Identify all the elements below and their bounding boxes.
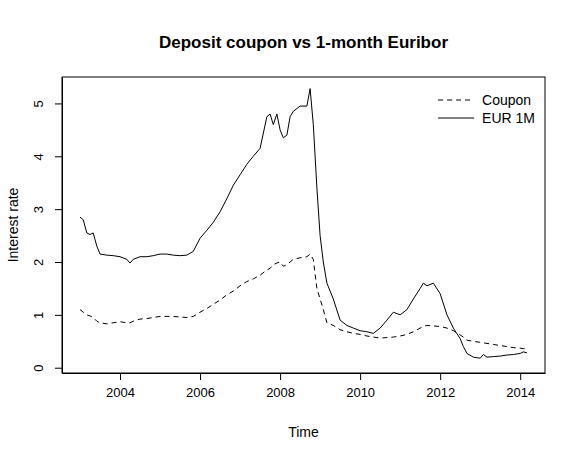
y-tick-label: 5	[31, 100, 46, 107]
x-tick-label: 2014	[506, 385, 535, 400]
plot-area	[80, 89, 527, 359]
x-tick-mark	[200, 373, 201, 380]
y-tick-mark	[55, 262, 62, 263]
x-axis: 2004 2006 2008 2010 2012 2014	[63, 373, 546, 400]
y-tick-label: 3	[31, 206, 46, 213]
y-tick: 5	[31, 100, 62, 107]
y-tick-label: 2	[31, 259, 46, 266]
x-tick: 2004	[106, 373, 135, 400]
y-tick-label: 4	[31, 153, 46, 160]
y-tick-mark	[55, 156, 62, 157]
y-tick: 4	[31, 153, 62, 160]
x-tick-label: 2008	[266, 385, 295, 400]
x-tick: 2014	[506, 373, 535, 400]
legend-label: Coupon	[482, 92, 531, 108]
y-tick-mark	[55, 209, 62, 210]
chart: 2004 2006 2008 2010 2012 2014 0 1 2 3 4 5 Coupon EUR …	[0, 0, 585, 464]
x-tick-mark	[360, 373, 361, 380]
x-tick: 2012	[426, 373, 455, 400]
y-axis: 0 1 2 3 4 5	[31, 78, 63, 374]
y-tick: 2	[31, 259, 62, 266]
series-line	[80, 254, 527, 349]
legend-label: EUR 1M	[482, 110, 535, 126]
x-tick-label: 2012	[426, 385, 455, 400]
y-tick: 0	[31, 365, 62, 372]
x-tick-mark	[440, 373, 441, 380]
x-tick-label: 2004	[106, 385, 135, 400]
plot-frame	[62, 77, 545, 373]
legend: Coupon EUR 1M	[438, 92, 535, 126]
series-line	[80, 89, 527, 359]
legend-swatch	[438, 118, 474, 119]
y-tick-mark	[55, 103, 62, 104]
y-tick: 3	[31, 206, 62, 213]
y-axis-title: Interest rate	[5, 187, 21, 262]
y-tick-mark	[55, 368, 62, 369]
x-tick: 2006	[186, 373, 215, 400]
x-tick-label: 2006	[186, 385, 215, 400]
y-tick: 1	[31, 312, 62, 319]
x-tick-mark	[280, 373, 281, 380]
y-tick-label: 0	[31, 365, 46, 372]
x-tick-mark	[120, 373, 121, 380]
y-tick-label: 1	[31, 312, 46, 319]
x-tick-mark	[520, 373, 521, 380]
legend-swatch	[438, 100, 474, 101]
x-tick-label: 2010	[346, 385, 375, 400]
x-tick: 2010	[346, 373, 375, 400]
x-tick: 2008	[266, 373, 295, 400]
y-tick-mark	[55, 315, 62, 316]
chart-title: Deposit coupon vs 1-month Euribor	[159, 33, 448, 52]
x-axis-title: Time	[288, 424, 319, 440]
